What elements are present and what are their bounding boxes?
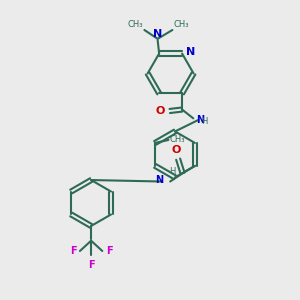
Text: N: N <box>196 115 204 125</box>
Text: CH₃: CH₃ <box>174 20 189 28</box>
Text: O: O <box>156 106 165 116</box>
Text: F: F <box>88 260 94 270</box>
Text: N: N <box>153 29 162 39</box>
Text: CH₃: CH₃ <box>128 20 143 28</box>
Text: F: F <box>70 246 76 256</box>
Text: N: N <box>186 47 195 57</box>
Text: N: N <box>156 175 164 185</box>
Text: H: H <box>169 167 175 176</box>
Text: H: H <box>201 117 207 126</box>
Text: O: O <box>172 145 181 155</box>
Text: CH₃: CH₃ <box>170 136 185 145</box>
Text: F: F <box>106 246 112 256</box>
